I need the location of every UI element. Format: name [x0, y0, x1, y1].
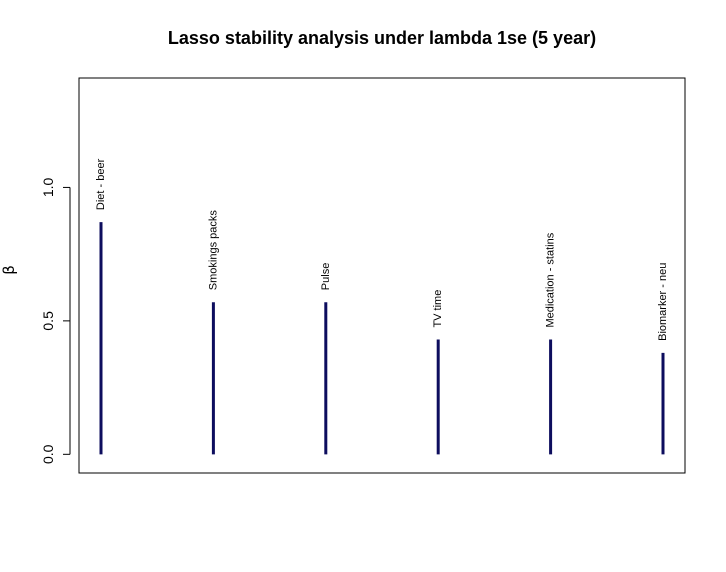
y-axis-label: β: [0, 265, 18, 275]
chart-title: Lasso stability analysis under lambda 1s…: [167, 28, 597, 48]
bar-label: Pulse: [320, 263, 332, 291]
bar-label: Diet - beer: [95, 158, 107, 210]
y-tick-label: 0.5: [40, 311, 56, 331]
bar-label: Biomarker - neu: [657, 263, 669, 341]
y-axis: 0.0 0.5 1.0: [40, 177, 71, 464]
y-tick-label: 1.0: [40, 177, 56, 197]
bars: [99, 222, 665, 455]
plot-frame: [78, 77, 686, 474]
bar-labels: Diet - beer Smokings packs Pulse TV time Med…: [95, 158, 669, 340]
bar-label: Smokings packs: [207, 210, 219, 291]
y-tick-label: 0.0: [40, 444, 56, 464]
bar-label: Medication - statins: [545, 232, 557, 327]
bar-label: TV time: [432, 290, 444, 328]
